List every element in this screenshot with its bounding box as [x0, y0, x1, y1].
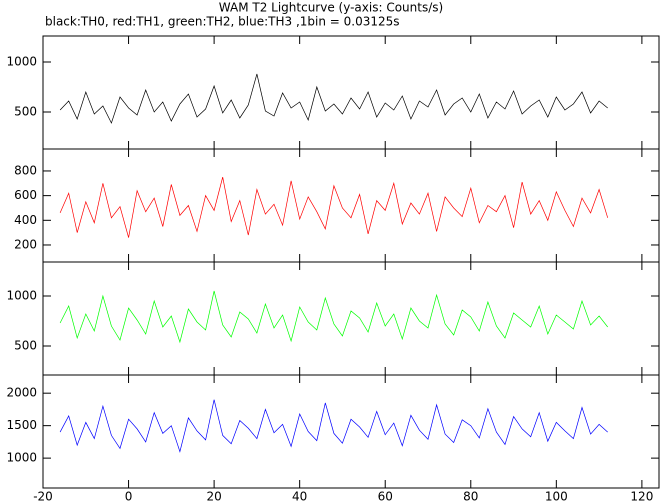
y-tick-label: 1500: [6, 418, 37, 432]
x-tick-label: 40: [292, 490, 307, 504]
light-curve: [59, 290, 608, 344]
x-tick-label: 20: [206, 490, 221, 504]
panel-frame: [42, 261, 660, 376]
panel-frame: [42, 374, 660, 489]
light-curve: [59, 73, 608, 124]
y-tick-label: 1000: [6, 451, 37, 465]
x-tick-label: 0: [125, 490, 133, 504]
y-tick-label: 800: [14, 163, 37, 177]
chart-subtitle: black:TH0, red:TH1, green:TH2, blue:TH3 …: [45, 15, 400, 29]
panel-frame: [42, 148, 660, 263]
chart-title: WAM T2 Lightcurve (y-axis: Counts/s): [219, 1, 443, 15]
y-tick-label: 2000: [6, 386, 37, 400]
x-tick-label: 60: [378, 490, 393, 504]
x-tick-label: -20: [33, 490, 53, 504]
y-tick-label: 200: [14, 237, 37, 251]
x-tick-label: 100: [545, 490, 568, 504]
y-tick-label: 500: [14, 339, 37, 353]
x-tick-label: 80: [463, 490, 478, 504]
light-curve: [59, 399, 608, 453]
y-tick-label: 1000: [6, 289, 37, 303]
x-tick-label: 120: [630, 490, 653, 504]
light-curve: [59, 177, 609, 238]
panel-frame: [42, 35, 660, 150]
y-tick-label: 400: [14, 213, 37, 227]
y-tick-label: 500: [14, 105, 37, 119]
y-tick-label: 1000: [6, 55, 37, 69]
y-tick-label: 600: [14, 188, 37, 202]
